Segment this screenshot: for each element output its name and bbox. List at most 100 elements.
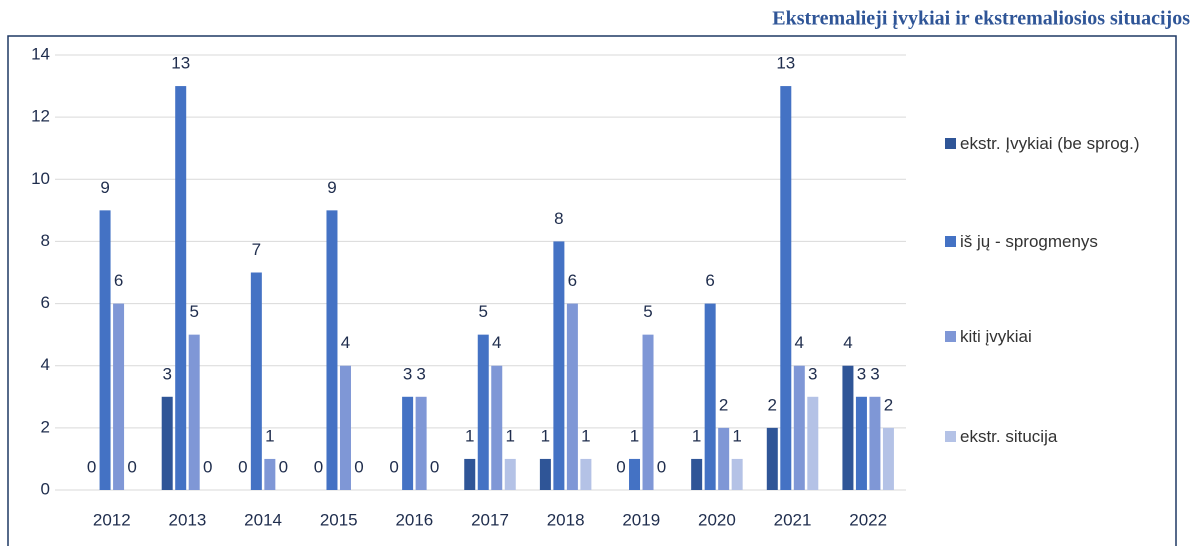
data-label: 1 (465, 426, 474, 445)
bar (766, 427, 778, 490)
data-label: 3 (403, 364, 412, 383)
x-tick-label: 2018 (547, 510, 585, 529)
bar (464, 458, 476, 490)
chart-border (7, 35, 1177, 546)
bar (402, 396, 414, 490)
data-label: 13 (171, 54, 190, 73)
data-label: 8 (554, 209, 563, 228)
data-label: 4 (843, 333, 852, 352)
bar (882, 427, 894, 490)
data-label: 1 (265, 426, 274, 445)
data-label: 2 (719, 395, 728, 414)
data-label: 1 (581, 426, 590, 445)
legend-swatch (945, 331, 956, 342)
bar (842, 365, 854, 490)
data-label: 0 (203, 457, 212, 476)
legend-swatch (945, 431, 956, 442)
bar (807, 396, 819, 490)
y-tick-label: 8 (41, 231, 50, 250)
x-tick-label: 2016 (395, 510, 433, 529)
data-label: 5 (479, 302, 488, 321)
legend-swatch (945, 236, 956, 247)
data-label: 1 (541, 426, 550, 445)
legend-item: iš jų - sprogmenys (945, 230, 1155, 254)
x-tick-label: 2014 (244, 510, 282, 529)
x-tick-label: 2022 (849, 510, 887, 529)
data-label: 3 (808, 364, 817, 383)
bar (793, 365, 805, 490)
x-tick-label: 2017 (471, 510, 509, 529)
data-label: 4 (795, 333, 804, 352)
bar (175, 86, 187, 491)
data-label: 3 (870, 364, 879, 383)
data-label: 5 (643, 302, 652, 321)
x-tick-label: 2012 (93, 510, 131, 529)
bar (780, 86, 792, 491)
bar (161, 396, 173, 490)
bar (491, 365, 503, 490)
bar (642, 334, 654, 490)
bar (113, 303, 125, 490)
bar (566, 303, 578, 490)
bar (731, 458, 743, 490)
data-label: 1 (732, 426, 741, 445)
data-label: 6 (114, 271, 123, 290)
bar (704, 303, 716, 490)
chart-title: Ekstremalieji įvykiai ir ekstremaliosios… (772, 8, 1190, 30)
data-label: 1 (506, 426, 515, 445)
legend-label: ekstr. Įvykiai (be sprog.) (960, 134, 1140, 153)
legend-item: ekstr. Įvykiai (be sprog.) (945, 132, 1155, 156)
legend-label: iš jų - sprogmenys (960, 232, 1098, 251)
x-tick-label: 2013 (169, 510, 207, 529)
data-label: 4 (341, 333, 350, 352)
bar (718, 427, 730, 490)
bar (264, 458, 276, 490)
legend-item: ekstr. situcija (945, 425, 1155, 449)
legend-item: kiti įvykiai (945, 325, 1155, 349)
data-label: 9 (100, 178, 109, 197)
y-tick-label: 6 (41, 293, 50, 312)
data-label: 3 (162, 364, 171, 383)
data-label: 0 (657, 457, 666, 476)
bar (869, 396, 881, 490)
bar (553, 241, 565, 490)
data-label: 0 (87, 457, 96, 476)
bar (339, 365, 351, 490)
data-label: 0 (279, 457, 288, 476)
data-label: 0 (430, 457, 439, 476)
data-label: 3 (857, 364, 866, 383)
data-label: 2 (884, 395, 893, 414)
bar (629, 458, 641, 490)
data-label: 2 (768, 395, 777, 414)
y-tick-label: 0 (41, 479, 50, 498)
y-tick-label: 2 (41, 417, 50, 436)
data-label: 0 (314, 457, 323, 476)
data-label: 0 (238, 457, 247, 476)
data-label: 6 (568, 271, 577, 290)
data-label: 13 (776, 54, 795, 73)
x-tick-label: 2019 (622, 510, 660, 529)
bar (415, 396, 427, 490)
bar (855, 396, 867, 490)
legend-swatch (945, 138, 956, 149)
data-label: 6 (705, 271, 714, 290)
data-label: 7 (252, 240, 261, 259)
y-tick-label: 12 (31, 107, 50, 126)
bar (477, 334, 489, 490)
bar (504, 458, 516, 490)
y-tick-label: 4 (41, 355, 50, 374)
data-label: 0 (354, 457, 363, 476)
legend-label: ekstr. situcija (960, 427, 1058, 446)
data-label: 5 (189, 302, 198, 321)
bar (99, 210, 111, 490)
data-label: 1 (630, 426, 639, 445)
bar (250, 272, 262, 490)
data-label: 4 (492, 333, 501, 352)
bar (580, 458, 592, 490)
data-label: 3 (416, 364, 425, 383)
data-label: 0 (127, 457, 136, 476)
x-tick-label: 2015 (320, 510, 358, 529)
data-label: 0 (616, 457, 625, 476)
